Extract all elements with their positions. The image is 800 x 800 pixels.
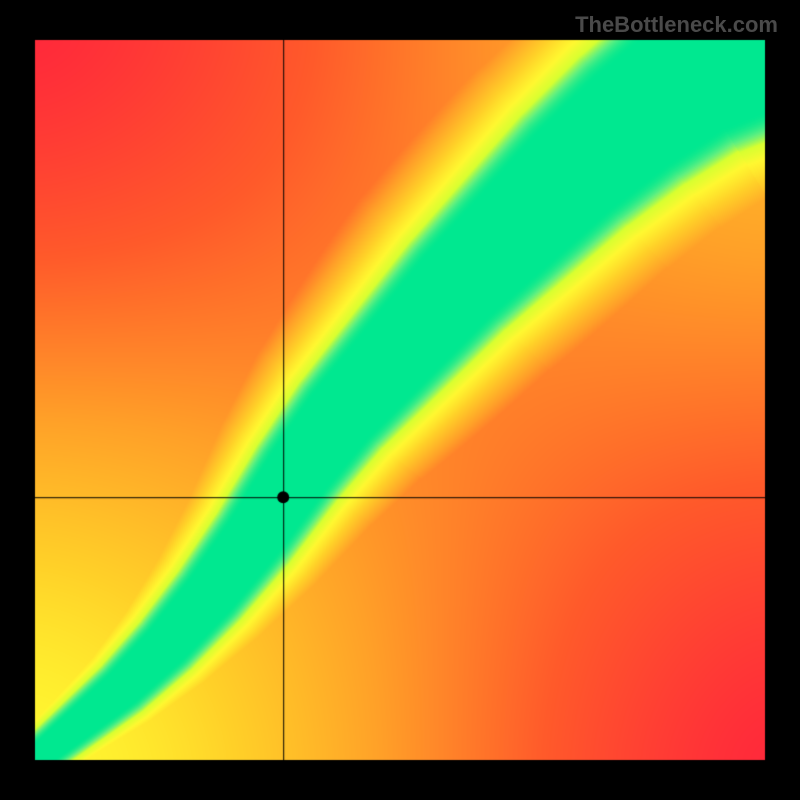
chart-container: { "canvas": { "width": 800, "height": 80…: [0, 0, 800, 800]
heatmap-canvas: [0, 0, 800, 800]
watermark-text: TheBottleneck.com: [575, 12, 778, 38]
